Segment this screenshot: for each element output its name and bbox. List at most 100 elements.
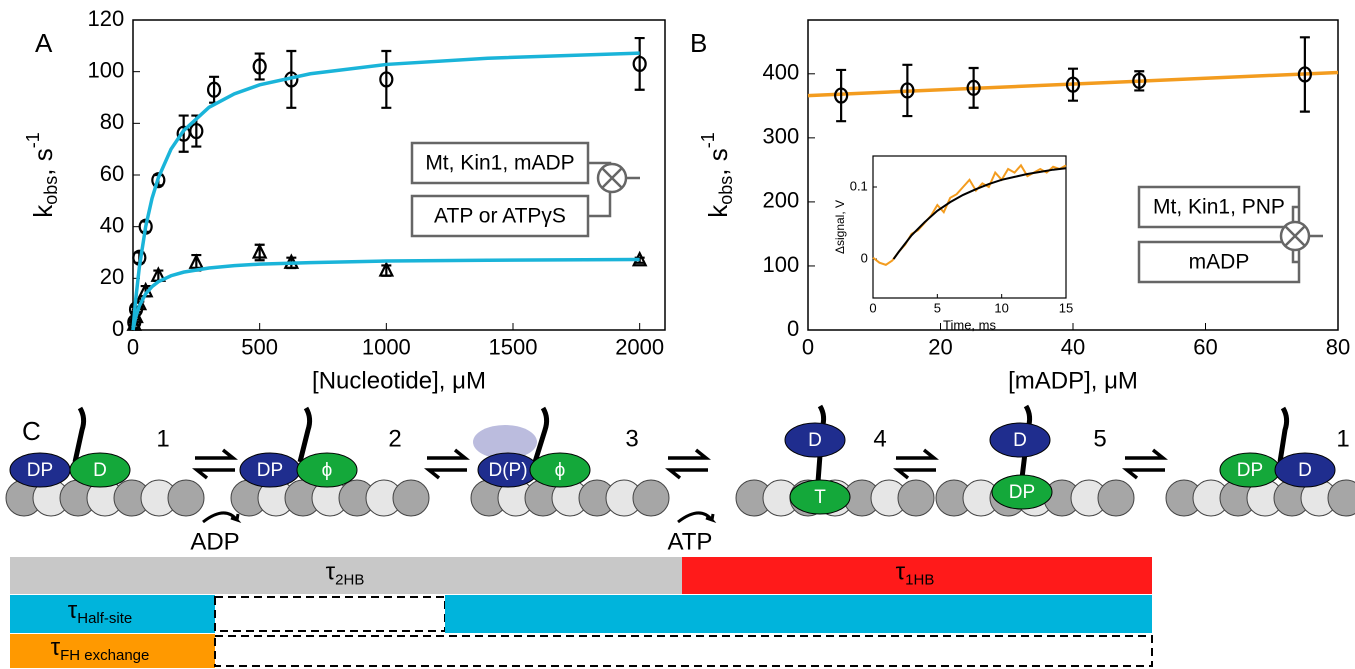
y-tick-label: 100 xyxy=(762,252,799,277)
data-point xyxy=(1065,76,1081,93)
tubulin xyxy=(392,479,430,517)
head-label: D xyxy=(808,430,822,451)
fit-line xyxy=(892,167,1067,260)
neck xyxy=(72,406,87,463)
x-tick-label: 0 xyxy=(802,335,814,360)
equilibrium-arrow xyxy=(192,448,238,480)
state-number: 1 xyxy=(1336,425,1349,452)
equilibrium-arrow xyxy=(893,448,939,480)
error-bar xyxy=(381,49,392,109)
legend-box xyxy=(1137,240,1301,284)
data-point xyxy=(188,253,205,269)
head-label: DP xyxy=(1009,482,1035,503)
state-number: 5 xyxy=(1093,425,1106,452)
y-tick-label: 400 xyxy=(762,60,799,85)
x-tick-label: 15 xyxy=(1059,300,1073,315)
panel-label: B xyxy=(690,28,707,58)
y-tick-label: 60 xyxy=(100,161,124,186)
x-tick-label: 20 xyxy=(928,335,952,360)
equilibrium-arrow xyxy=(665,448,711,480)
text-part: obs xyxy=(716,176,736,205)
head-label: DP xyxy=(27,460,53,481)
x-axis-label: [Nucleotide], μM xyxy=(312,367,486,394)
state-number: 3 xyxy=(625,425,638,452)
timeline-label: τ1HB xyxy=(896,559,935,589)
transition-label: ADP xyxy=(190,528,239,555)
error-bar xyxy=(836,68,847,123)
text-part: τ xyxy=(68,597,78,624)
head-label: ϕ xyxy=(322,460,333,481)
x-tick-label: 2000 xyxy=(615,335,664,360)
motor-head xyxy=(784,422,846,458)
x-axis-label: [mADP], μM xyxy=(1008,367,1138,394)
tubulin xyxy=(1327,479,1355,517)
tubulin xyxy=(167,479,205,517)
data-point xyxy=(966,79,981,96)
text-part: k xyxy=(703,204,733,218)
timeline-bar xyxy=(10,595,215,633)
x-tick-label: 1500 xyxy=(489,335,538,360)
legend-connector xyxy=(1291,250,1299,264)
x-tick-label: 0 xyxy=(127,335,139,360)
text-part: τ xyxy=(896,559,906,586)
displaced-head xyxy=(473,425,537,459)
tubulin xyxy=(1097,479,1135,517)
text-part: τ xyxy=(51,634,61,661)
motor-head xyxy=(1274,452,1336,488)
text-part: , s xyxy=(28,148,58,175)
legend-connector xyxy=(1291,205,1299,222)
text-part: obs xyxy=(41,176,61,205)
legend-connector xyxy=(588,192,612,218)
y-axis-label: Δsignal, V xyxy=(833,200,847,254)
x-tick-label: 5 xyxy=(934,300,941,315)
error-bar xyxy=(968,66,979,109)
text-part: -1 xyxy=(23,132,43,148)
motor-head xyxy=(529,452,591,488)
state-number: 1 xyxy=(156,425,169,452)
data-point xyxy=(1132,72,1147,89)
y-tick-label: 0 xyxy=(112,316,124,341)
y-tick-label: 0 xyxy=(861,251,868,266)
neck xyxy=(532,406,550,463)
text-part: 2HB xyxy=(335,571,364,588)
panel-label: C xyxy=(22,416,41,446)
data-point xyxy=(189,122,204,140)
head-label: DP xyxy=(1237,460,1263,481)
mixer-cross xyxy=(601,167,640,189)
y-tick-label: 0.1 xyxy=(850,178,868,193)
x-tick-label: 1000 xyxy=(362,335,411,360)
y-tick-label: 40 xyxy=(100,212,124,237)
fit-line xyxy=(131,257,640,331)
transition-arrow xyxy=(202,511,242,524)
panel-label: A xyxy=(35,28,53,58)
x-tick-label: 10 xyxy=(994,300,1008,315)
x-axis-label: Time, ms xyxy=(943,317,996,332)
error-bar xyxy=(254,52,265,81)
legend-box xyxy=(410,194,590,238)
head-label: D xyxy=(1298,460,1312,481)
motor-head xyxy=(296,452,358,488)
y-axis-label: kobs, s-1 xyxy=(23,132,61,218)
text-part: τ xyxy=(326,559,336,586)
motor-head xyxy=(69,452,131,488)
head-label: DP xyxy=(257,460,283,481)
y-tick-label: 120 xyxy=(87,6,124,31)
state-number: 4 xyxy=(873,425,886,452)
data-point xyxy=(251,243,268,259)
timeline-label: τHalf-site xyxy=(68,597,133,627)
state-number: 2 xyxy=(388,425,401,452)
timeline-bar xyxy=(10,557,682,594)
data-point xyxy=(252,58,267,75)
timeline-label: τFH exchange xyxy=(51,634,150,664)
y-tick-label: 100 xyxy=(87,57,124,82)
error-bar xyxy=(1068,67,1078,102)
y-tick-label: 20 xyxy=(100,264,124,289)
timeline-gap xyxy=(214,635,1153,667)
text-part: , s xyxy=(703,148,733,175)
x-tick-label: 60 xyxy=(1193,335,1217,360)
head-label: D xyxy=(1013,430,1027,451)
y-tick-label: 200 xyxy=(762,188,799,213)
data-point xyxy=(151,172,166,189)
timeline-bar xyxy=(10,634,215,668)
timeline-bar xyxy=(445,595,1152,633)
